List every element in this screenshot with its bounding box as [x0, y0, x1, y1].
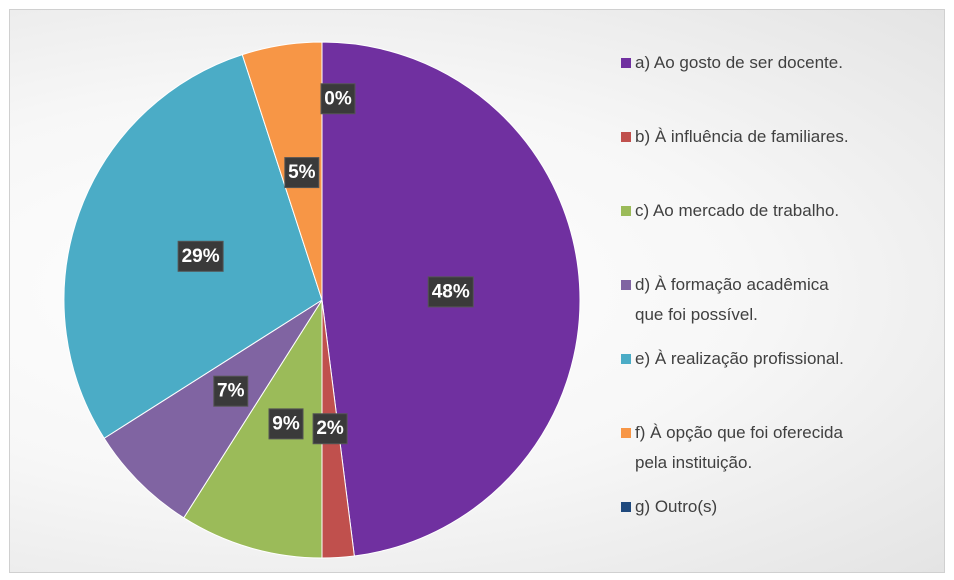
data-label: 48% — [427, 276, 474, 308]
legend-label: a) Ao gosto de ser docente. — [635, 53, 843, 72]
legend-label: d) À formação acadêmica que foi possível… — [635, 275, 829, 324]
data-label: 9% — [268, 408, 304, 440]
legend-label: f) À opção que foi oferecida pela instit… — [635, 423, 843, 472]
data-label-box — [312, 413, 348, 445]
data-label-box — [284, 157, 320, 189]
legend-swatch — [621, 502, 631, 512]
data-label: 2% — [312, 413, 348, 445]
legend-item: e) À realização profissional. — [621, 344, 844, 374]
legend-swatch — [621, 206, 631, 216]
data-label-box — [177, 240, 224, 272]
legend-label: b) À influência de familiares. — [635, 127, 849, 146]
legend-swatch — [621, 132, 631, 142]
legend-item: c) Ao mercado de trabalho. — [621, 196, 839, 226]
legend-swatch — [621, 58, 631, 68]
data-label-text: 5% — [288, 162, 316, 183]
data-label-box — [320, 83, 356, 115]
legend-swatch — [621, 354, 631, 364]
data-label-box — [213, 375, 249, 407]
data-label-text: 2% — [316, 418, 344, 439]
legend-label: c) Ao mercado de trabalho. — [635, 201, 840, 220]
data-label: 7% — [213, 375, 249, 407]
data-label-text: 29% — [182, 246, 220, 267]
pie-slice — [183, 298, 323, 559]
data-label: 29% — [177, 240, 224, 272]
data-label-box — [268, 408, 304, 440]
data-label: 5% — [284, 157, 320, 189]
data-label-text: 9% — [272, 413, 300, 434]
data-label-text: 48% — [432, 281, 470, 302]
legend-item: g) Outro(s) — [621, 492, 717, 522]
legend-item: f) À opção que foi oferecida pela instit… — [621, 418, 843, 478]
legend-swatch — [621, 428, 631, 438]
data-label-text: 7% — [217, 381, 245, 402]
legend-item: a) Ao gosto de ser docente. — [621, 48, 843, 78]
data-label: 0% — [320, 83, 356, 115]
pie-slice — [103, 299, 323, 519]
pie-slice — [241, 41, 323, 301]
legend-label: g) Outro(s) — [635, 497, 718, 516]
legend-swatch — [621, 280, 631, 290]
legend-label: e) À realização profissional. — [635, 349, 844, 368]
legend-item: b) À influência de familiares. — [621, 122, 849, 152]
legend-item: d) À formação acadêmica que foi possível… — [621, 270, 829, 330]
data-label-box — [427, 276, 474, 308]
data-label-text: 0% — [324, 88, 352, 109]
